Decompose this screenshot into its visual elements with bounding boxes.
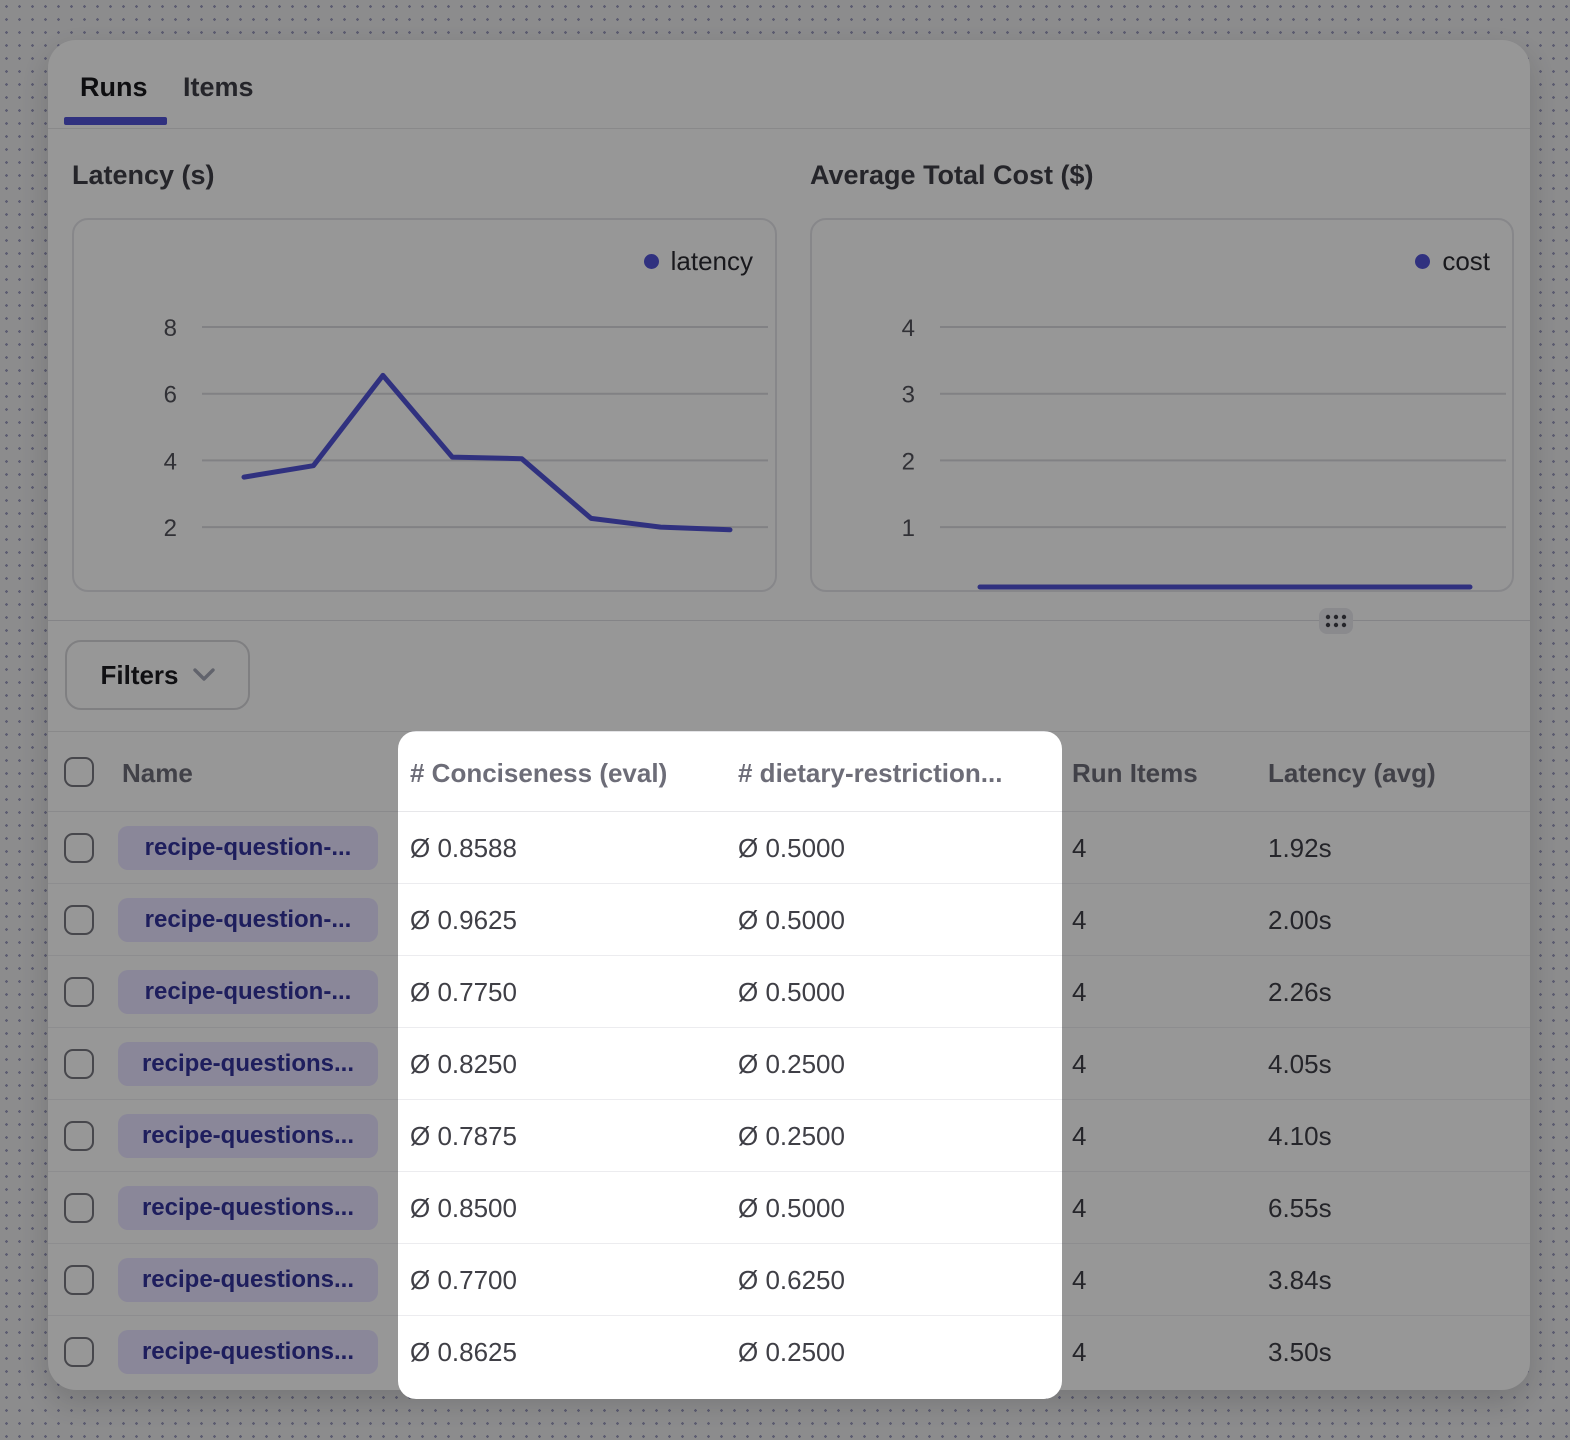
run-items-cell: 4 — [1072, 1121, 1086, 1152]
dietary-restriction-cell: Ø 0.5000 — [738, 833, 845, 864]
dietary-restriction-cell: Ø 0.2500 — [738, 1337, 845, 1368]
latency-avg-cell: 3.84s — [1268, 1265, 1332, 1296]
table-row[interactable]: recipe-question-... Ø 0.9625 Ø 0.5000 4 2.00… — [48, 884, 1530, 956]
row-checkbox[interactable] — [64, 1265, 94, 1295]
cost-chart-card: 4 3 2 1 cost — [810, 218, 1514, 592]
table-row[interactable]: recipe-questions... Ø 0.7875 Ø 0.2500 4 4.10… — [48, 1100, 1530, 1172]
svg-text:2: 2 — [164, 515, 177, 542]
latency-chart-title: Latency (s) — [72, 160, 215, 191]
latency-avg-cell: 6.55s — [1268, 1193, 1332, 1224]
cost-legend-dot-icon — [1415, 254, 1430, 269]
filters-button-label: Filters — [100, 660, 178, 691]
run-items-cell: 4 — [1072, 1193, 1086, 1224]
section-divider — [48, 620, 1530, 621]
drag-handle[interactable] — [1319, 608, 1353, 634]
table-row[interactable]: recipe-question-... Ø 0.8588 Ø 0.5000 4 1.92… — [48, 812, 1530, 884]
svg-text:2: 2 — [902, 448, 915, 475]
row-checkbox[interactable] — [64, 1193, 94, 1223]
drag-handle-icon — [1324, 613, 1348, 629]
conciseness-cell: Ø 0.7875 — [410, 1121, 517, 1152]
latency-avg-cell: 3.50s — [1268, 1337, 1332, 1368]
dietary-restriction-cell: Ø 0.2500 — [738, 1049, 845, 1080]
svg-text:6: 6 — [164, 382, 177, 409]
row-checkbox[interactable] — [64, 905, 94, 935]
cost-line-chart: 4 3 2 1 — [812, 220, 1512, 590]
run-items-cell: 4 — [1072, 905, 1086, 936]
select-all-checkbox[interactable] — [64, 757, 94, 787]
latency-avg-cell: 1.92s — [1268, 833, 1332, 864]
table-row[interactable]: recipe-questions... Ø 0.8500 Ø 0.5000 4 6.55… — [48, 1172, 1530, 1244]
run-items-cell: 4 — [1072, 1049, 1086, 1080]
latency-avg-cell: 2.00s — [1268, 905, 1332, 936]
run-name-badge[interactable]: recipe-questions... — [118, 1330, 378, 1374]
page-background: Runs Items Latency (s) Average Total Cos… — [0, 0, 1570, 1440]
column-header-conciseness[interactable]: # Conciseness (eval) — [410, 758, 667, 789]
conciseness-cell: Ø 0.8588 — [410, 833, 517, 864]
active-tab-indicator — [64, 117, 167, 125]
svg-text:4: 4 — [164, 448, 177, 475]
row-checkbox[interactable] — [64, 1337, 94, 1367]
latency-avg-cell: 4.10s — [1268, 1121, 1332, 1152]
cost-legend: cost — [1415, 246, 1490, 277]
conciseness-cell: Ø 0.8500 — [410, 1193, 517, 1224]
run-name-badge[interactable]: recipe-question-... — [118, 826, 378, 870]
column-header-run-items[interactable]: Run Items — [1072, 758, 1198, 789]
run-name-badge[interactable]: recipe-question-... — [118, 970, 378, 1014]
latency-chart-card: 8 6 4 2 latency — [72, 218, 777, 592]
filters-button[interactable]: Filters — [65, 640, 250, 710]
table-row[interactable]: recipe-questions... Ø 0.8625 Ø 0.2500 4 3.50… — [48, 1316, 1530, 1388]
table-body: recipe-question-... Ø 0.8588 Ø 0.5000 4 1.92… — [48, 812, 1530, 1388]
svg-text:1: 1 — [902, 515, 915, 542]
svg-text:4: 4 — [902, 315, 915, 342]
run-name-badge[interactable]: recipe-questions... — [118, 1114, 378, 1158]
row-checkbox[interactable] — [64, 977, 94, 1007]
table-row[interactable]: recipe-question-... Ø 0.7750 Ø 0.5000 4 2.26… — [48, 956, 1530, 1028]
run-name-badge[interactable]: recipe-questions... — [118, 1042, 378, 1086]
latency-legend-label: latency — [671, 246, 753, 277]
run-name-badge[interactable]: recipe-questions... — [118, 1186, 378, 1230]
runs-table: Name # Conciseness (eval) # dietary-rest… — [48, 731, 1530, 1388]
run-items-cell: 4 — [1072, 1337, 1086, 1368]
conciseness-cell: Ø 0.7700 — [410, 1265, 517, 1296]
runs-panel: Runs Items Latency (s) Average Total Cos… — [48, 40, 1530, 1390]
run-name-badge[interactable]: recipe-questions... — [118, 1258, 378, 1302]
latency-legend: latency — [644, 246, 753, 277]
column-header-name[interactable]: Name — [122, 758, 193, 789]
table-header-row: Name # Conciseness (eval) # dietary-rest… — [48, 731, 1530, 812]
table-row[interactable]: recipe-questions... Ø 0.8250 Ø 0.2500 4 4.05… — [48, 1028, 1530, 1100]
run-items-cell: 4 — [1072, 977, 1086, 1008]
conciseness-cell: Ø 0.9625 — [410, 905, 517, 936]
row-checkbox[interactable] — [64, 1049, 94, 1079]
cost-chart-title: Average Total Cost ($) — [810, 160, 1094, 191]
column-header-latency-avg[interactable]: Latency (avg) — [1268, 758, 1436, 789]
tab-items[interactable]: Items — [183, 72, 254, 103]
dietary-restriction-cell: Ø 0.5000 — [738, 1193, 845, 1224]
tab-runs[interactable]: Runs — [80, 72, 148, 103]
conciseness-cell: Ø 0.7750 — [410, 977, 517, 1008]
chevron-down-icon — [193, 668, 215, 682]
dietary-restriction-cell: Ø 0.6250 — [738, 1265, 845, 1296]
cost-legend-label: cost — [1442, 246, 1490, 277]
dietary-restriction-cell: Ø 0.5000 — [738, 905, 845, 936]
table-row[interactable]: recipe-questions... Ø 0.7700 Ø 0.6250 4 3.84… — [48, 1244, 1530, 1316]
dietary-restriction-cell: Ø 0.2500 — [738, 1121, 845, 1152]
latency-avg-cell: 4.05s — [1268, 1049, 1332, 1080]
run-name-badge[interactable]: recipe-question-... — [118, 898, 378, 942]
tab-bar: Runs Items — [48, 40, 1530, 128]
row-checkbox[interactable] — [64, 833, 94, 863]
run-items-cell: 4 — [1072, 833, 1086, 864]
conciseness-cell: Ø 0.8250 — [410, 1049, 517, 1080]
svg-text:3: 3 — [902, 382, 915, 409]
row-checkbox[interactable] — [64, 1121, 94, 1151]
tabbar-divider — [48, 128, 1530, 129]
latency-legend-dot-icon — [644, 254, 659, 269]
column-header-dietary-restriction[interactable]: # dietary-restriction... — [738, 758, 1002, 789]
svg-text:8: 8 — [164, 315, 177, 342]
conciseness-cell: Ø 0.8625 — [410, 1337, 517, 1368]
dietary-restriction-cell: Ø 0.5000 — [738, 977, 845, 1008]
latency-avg-cell: 2.26s — [1268, 977, 1332, 1008]
run-items-cell: 4 — [1072, 1265, 1086, 1296]
